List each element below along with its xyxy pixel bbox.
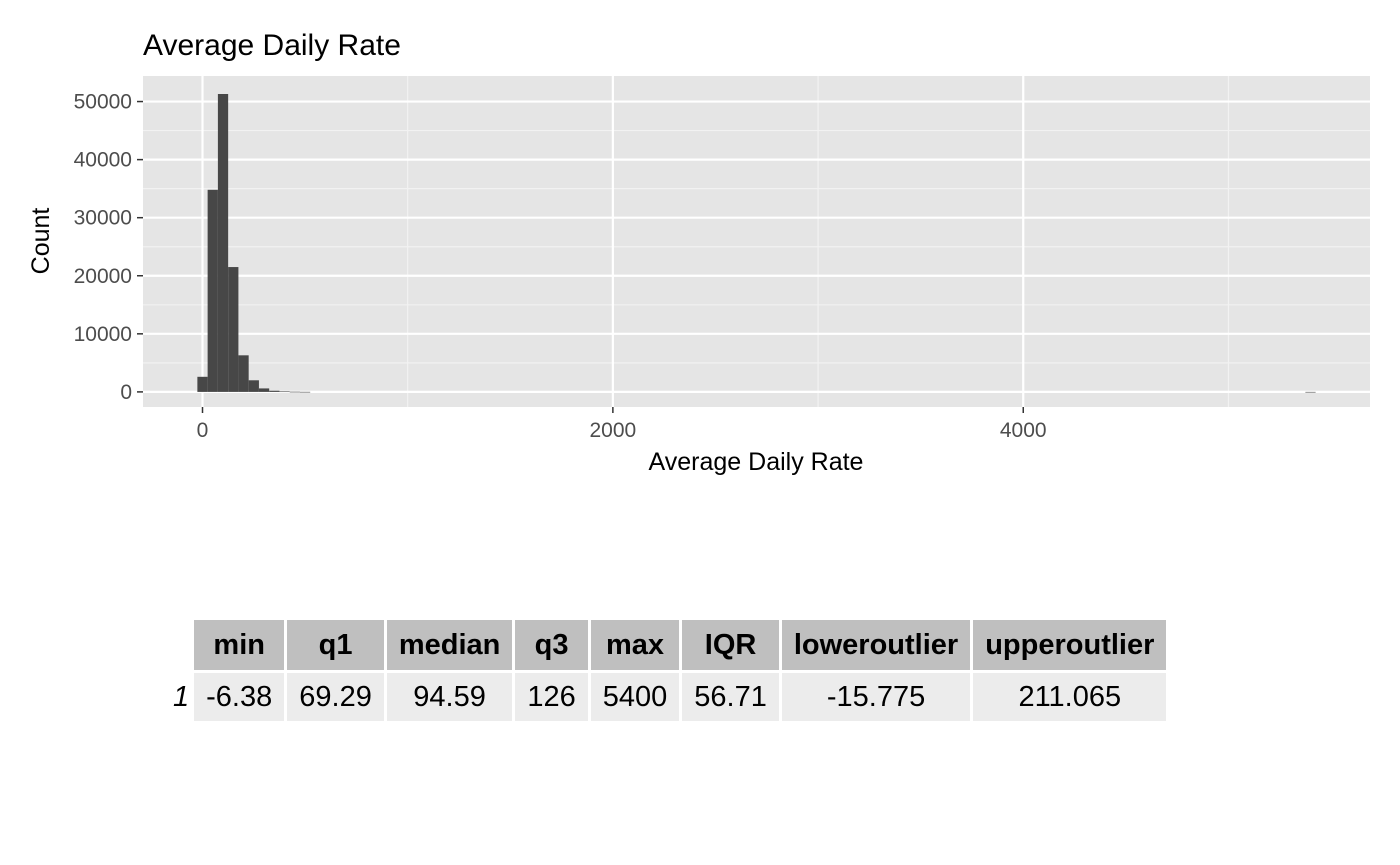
table-header-iqr: IQR <box>682 620 779 670</box>
histogram-bar <box>258 388 270 392</box>
y-tick-label: 0 <box>120 381 132 404</box>
y-tick-labels: 0 10000 20000 30000 40000 50000 <box>74 91 132 404</box>
table-cell-loweroutlier: -15.775 <box>781 673 971 721</box>
table-cell-max: 5400 <box>590 673 680 721</box>
x-tick-labels: 0 2000 4000 <box>197 419 1047 442</box>
histogram-bar <box>248 380 259 392</box>
histogram-bar <box>217 94 229 392</box>
table-header-q1: q1 <box>287 620 384 670</box>
table-cell-median: 94.59 <box>386 673 513 721</box>
histogram-chart: 0 2000 4000 0 10000 20000 30000 40000 50000 Ave… <box>27 29 1370 476</box>
y-tick-label: 10000 <box>74 323 132 346</box>
summary-stats-table: min q1 median q3 max IQR loweroutlier upperoutl… <box>160 617 1169 724</box>
histogram-bars <box>197 94 1316 393</box>
x-axis-label: Average Daily Rate <box>649 448 864 476</box>
plot-panel <box>143 76 1370 407</box>
y-tick-label: 30000 <box>74 207 132 230</box>
y-axis-label: Count <box>27 208 55 275</box>
histogram-bar <box>197 376 208 392</box>
table-cell-iqr: 56.71 <box>682 673 779 721</box>
table-cell-min: -6.38 <box>194 673 285 721</box>
table-cell-q3: 126 <box>515 673 588 721</box>
histogram-bar <box>279 391 290 393</box>
table-cell-upperoutlier: 211.065 <box>973 673 1167 721</box>
table-header-median: median <box>386 620 513 670</box>
x-tick-label: 4000 <box>1000 419 1047 442</box>
table-cell-q1: 69.29 <box>287 673 384 721</box>
minor-gridlines <box>143 76 1370 407</box>
histogram-bar <box>269 390 280 392</box>
histogram-bar <box>228 267 239 392</box>
y-tick-label: 20000 <box>74 265 132 288</box>
histogram-bar <box>289 391 300 393</box>
major-gridlines <box>143 76 1370 407</box>
table-header-q3: q3 <box>515 620 588 670</box>
row-label: 1 <box>173 680 190 713</box>
table-row: 1 -6.38 69.29 94.59 126 5400 56.71 -15.775 211.0… <box>163 673 1167 721</box>
table-header-loweroutlier: loweroutlier <box>781 620 971 670</box>
table-header-row: min q1 median q3 max IQR loweroutlier upperoutl… <box>163 620 1167 670</box>
x-tick-label: 0 <box>197 419 209 442</box>
axis-ticks <box>137 100 1024 413</box>
histogram-bar <box>299 391 311 393</box>
table-body: 1 -6.38 69.29 94.59 126 5400 56.71 -15.775 211.0… <box>163 673 1167 721</box>
histogram-bar <box>207 189 218 392</box>
table-header-upperoutlier: upperoutlier <box>973 620 1167 670</box>
chart-title: Average Daily Rate <box>143 29 401 62</box>
summary-stats-table-container: min q1 median q3 max IQR loweroutlier upperoutl… <box>160 617 1169 724</box>
table-header-min: min <box>194 620 285 670</box>
histogram-bar <box>238 355 249 392</box>
histogram-bar <box>1305 391 1316 393</box>
y-tick-label: 50000 <box>74 91 132 114</box>
y-tick-label: 40000 <box>74 149 132 172</box>
table-header-max: max <box>590 620 680 670</box>
x-tick-label: 2000 <box>590 419 637 442</box>
row-header-spacer <box>163 620 191 670</box>
